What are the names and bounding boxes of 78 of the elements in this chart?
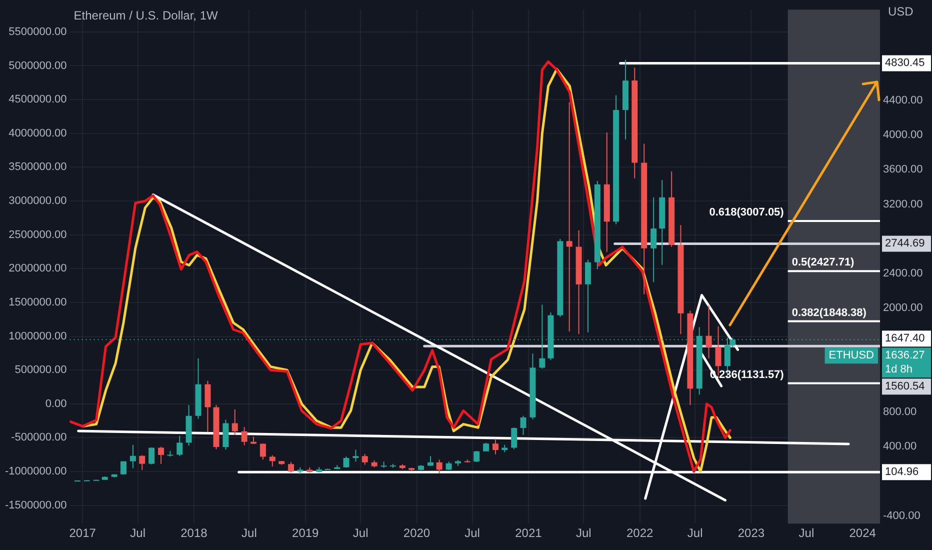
candlestick (650, 196, 657, 283)
candlestick (436, 459, 442, 474)
y-tick-label: -1500000.00 (4, 499, 67, 512)
text: 1560.54 (885, 380, 925, 393)
text: 1647.40 (885, 332, 925, 345)
candlestick (130, 444, 136, 469)
y-tick-label: -500000.00 (11, 432, 67, 444)
series-label: 4830.45 (885, 57, 925, 70)
y2-tick-label: -400.00 (883, 510, 920, 522)
y2-tick-label: 4000.00 (883, 129, 923, 142)
candlestick (148, 446, 155, 465)
candlestick (241, 426, 248, 446)
x-tick-label: Jul (464, 526, 480, 540)
y2-tick-label: 2000.00 (883, 302, 923, 314)
y2-tick-label: 3600.00 (883, 164, 923, 176)
x-tick-label: 2020 (403, 526, 430, 540)
candlestick (492, 438, 498, 455)
x-tick-label: Jul (242, 526, 257, 540)
series-label: 104.96 (885, 466, 919, 478)
x-tick-label: 2023 (738, 526, 765, 540)
x-tick-label: 2019 (292, 526, 320, 540)
candlestick (352, 449, 359, 462)
candlestick (520, 415, 526, 436)
y-tick-label: 3000000.00 (8, 195, 67, 208)
candlestick (706, 305, 712, 359)
y-tick-label: 3500000.00 (8, 161, 67, 174)
candlestick (260, 443, 266, 460)
candlestick (222, 419, 229, 450)
candlestick (139, 454, 146, 470)
candlestick (380, 461, 387, 468)
y-tick-label: 5000000.00 (8, 60, 67, 72)
x-tick-label: 2024 (849, 526, 876, 540)
candlestick (288, 461, 294, 474)
ref-line-label: 0.618(3007.05) (709, 206, 784, 219)
x-tick-label: 2022 (626, 526, 654, 540)
candlestick (158, 446, 164, 464)
y-tick-label: 1000000.00 (8, 330, 67, 342)
ref-line-label: 0.382(1848.38) (792, 306, 867, 319)
candlestick (511, 427, 518, 450)
candlestick (232, 408, 238, 436)
candlestick (120, 460, 126, 475)
y-tick-label: 5500000.00 (8, 26, 67, 38)
y-tick-label: 2000000.00 (8, 262, 67, 275)
chart-title: Ethereum / U.S. Dollar, 1W (74, 8, 218, 22)
y2-tick-label: 800.00 (883, 406, 917, 418)
text: 1d 8h (885, 364, 913, 376)
y2-tick-label: 2400.00 (883, 268, 923, 280)
x-tick-label: 2021 (515, 526, 542, 540)
candlestick (343, 456, 350, 468)
candlestick (584, 259, 591, 333)
x-tick-label: 2018 (180, 526, 208, 540)
y-tick-label: 2500000.00 (8, 228, 67, 241)
ref-line-label: 0.5(2427.71) (792, 256, 855, 269)
y-tick-label: 500000.00 (14, 364, 67, 376)
candlestick (362, 453, 368, 466)
y-tick-label: -1000000.00 (4, 466, 67, 478)
y-tick-label: 4500000.00 (8, 94, 67, 106)
x-tick-label: Jul (352, 526, 368, 540)
y2-tick-label: 4400.00 (883, 94, 923, 106)
candlestick (204, 380, 211, 432)
y-tick-label: 0.00 (45, 398, 67, 410)
legend-label: 1636.27 (885, 350, 925, 362)
candlestick (269, 454, 276, 467)
series-label: 2744.69 (885, 238, 925, 250)
candlestick (566, 102, 572, 332)
y2-tick-label: 3200.00 (883, 198, 923, 210)
x-tick-label: Jul (130, 526, 146, 540)
y2-axis-title: USD (888, 4, 914, 18)
x-tick-label: Jul (687, 526, 703, 540)
y2-tick-label: 400.00 (883, 440, 917, 453)
y-tick-label: 1500000.00 (8, 296, 67, 308)
candlestick (176, 435, 183, 457)
x-tick-label: Jul (576, 526, 592, 540)
y-tick-label: 4000000.00 (8, 127, 67, 140)
x-tick-label: Jul (798, 526, 814, 540)
x-tick-label: 2017 (69, 526, 96, 540)
candlestick (474, 450, 480, 462)
text: ETHUSD (828, 350, 874, 362)
